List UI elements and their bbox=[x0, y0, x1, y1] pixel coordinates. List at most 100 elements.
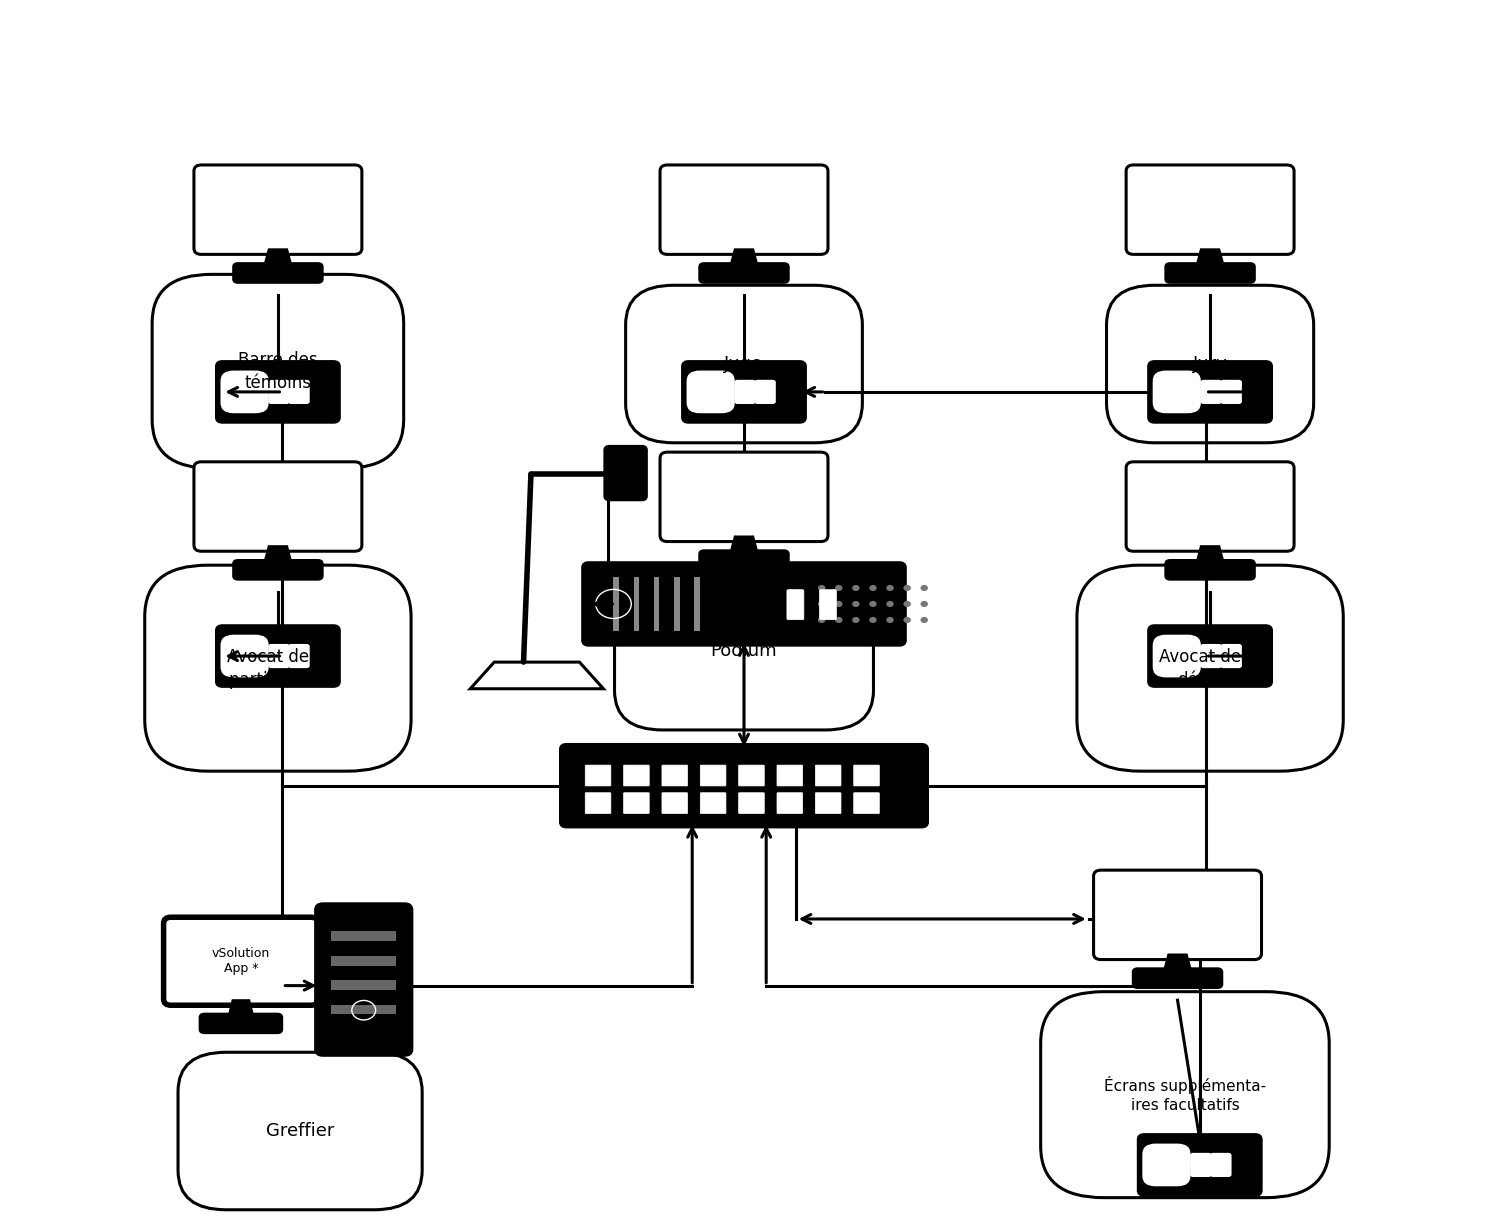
Polygon shape bbox=[1195, 545, 1225, 564]
FancyBboxPatch shape bbox=[623, 765, 649, 786]
FancyBboxPatch shape bbox=[735, 379, 756, 404]
FancyBboxPatch shape bbox=[662, 793, 687, 814]
FancyBboxPatch shape bbox=[216, 361, 339, 422]
FancyBboxPatch shape bbox=[686, 371, 735, 414]
Circle shape bbox=[903, 584, 911, 590]
Circle shape bbox=[853, 601, 860, 608]
FancyBboxPatch shape bbox=[198, 1013, 283, 1035]
FancyBboxPatch shape bbox=[561, 744, 927, 827]
FancyBboxPatch shape bbox=[220, 634, 269, 677]
Polygon shape bbox=[729, 536, 759, 554]
FancyBboxPatch shape bbox=[289, 379, 310, 404]
Bar bbox=[653, 577, 659, 631]
FancyBboxPatch shape bbox=[738, 765, 765, 786]
Text: Avocat de la
défense: Avocat de la défense bbox=[1159, 648, 1262, 688]
FancyBboxPatch shape bbox=[815, 765, 841, 786]
FancyBboxPatch shape bbox=[583, 562, 905, 645]
Bar bbox=[674, 577, 680, 631]
FancyBboxPatch shape bbox=[815, 793, 841, 814]
Circle shape bbox=[903, 617, 911, 623]
Text: Greffier: Greffier bbox=[266, 1122, 335, 1139]
Text: Écrans supplémenta-
ires facultatifs: Écrans supplémenta- ires facultatifs bbox=[1104, 1076, 1266, 1114]
FancyBboxPatch shape bbox=[1107, 285, 1314, 443]
FancyBboxPatch shape bbox=[1164, 559, 1256, 581]
Text: Barre des
témoins: Barre des témoins bbox=[238, 351, 318, 392]
FancyBboxPatch shape bbox=[1077, 565, 1344, 771]
Circle shape bbox=[818, 584, 826, 590]
FancyBboxPatch shape bbox=[144, 565, 411, 771]
FancyBboxPatch shape bbox=[1201, 379, 1222, 404]
Circle shape bbox=[818, 601, 826, 608]
FancyBboxPatch shape bbox=[1153, 634, 1201, 677]
FancyBboxPatch shape bbox=[585, 793, 612, 814]
Circle shape bbox=[903, 601, 911, 608]
FancyBboxPatch shape bbox=[1149, 626, 1272, 687]
FancyBboxPatch shape bbox=[698, 549, 790, 571]
FancyBboxPatch shape bbox=[268, 379, 290, 404]
Circle shape bbox=[835, 601, 842, 608]
FancyBboxPatch shape bbox=[1126, 462, 1295, 551]
Circle shape bbox=[835, 584, 842, 590]
FancyBboxPatch shape bbox=[854, 793, 879, 814]
FancyBboxPatch shape bbox=[1040, 992, 1329, 1198]
FancyBboxPatch shape bbox=[738, 793, 765, 814]
FancyBboxPatch shape bbox=[268, 644, 290, 669]
FancyBboxPatch shape bbox=[1153, 371, 1201, 414]
Circle shape bbox=[869, 617, 876, 623]
Circle shape bbox=[887, 584, 894, 590]
FancyBboxPatch shape bbox=[164, 917, 318, 1005]
Circle shape bbox=[887, 617, 894, 623]
Text: Avocat de la
partie civile: Avocat de la partie civile bbox=[226, 648, 329, 688]
FancyBboxPatch shape bbox=[606, 447, 646, 500]
Polygon shape bbox=[263, 249, 293, 267]
FancyBboxPatch shape bbox=[615, 572, 873, 730]
Circle shape bbox=[869, 601, 876, 608]
FancyBboxPatch shape bbox=[1149, 361, 1272, 422]
FancyBboxPatch shape bbox=[1164, 262, 1256, 284]
FancyBboxPatch shape bbox=[698, 262, 790, 284]
FancyBboxPatch shape bbox=[585, 765, 612, 786]
Bar bbox=[332, 980, 396, 989]
Text: Podium: Podium bbox=[711, 642, 777, 660]
FancyBboxPatch shape bbox=[777, 793, 802, 814]
Polygon shape bbox=[470, 662, 604, 689]
FancyBboxPatch shape bbox=[1143, 1143, 1190, 1186]
Bar bbox=[613, 577, 619, 631]
Polygon shape bbox=[228, 999, 254, 1017]
FancyBboxPatch shape bbox=[701, 793, 726, 814]
Text: vSolution
App *: vSolution App * bbox=[211, 947, 269, 975]
FancyBboxPatch shape bbox=[854, 765, 879, 786]
FancyBboxPatch shape bbox=[625, 285, 863, 443]
Circle shape bbox=[869, 584, 876, 590]
Bar bbox=[332, 956, 396, 965]
FancyBboxPatch shape bbox=[1126, 165, 1295, 255]
FancyBboxPatch shape bbox=[662, 765, 687, 786]
FancyBboxPatch shape bbox=[623, 793, 649, 814]
Circle shape bbox=[887, 601, 894, 608]
Text: Jury: Jury bbox=[1193, 355, 1228, 373]
FancyBboxPatch shape bbox=[1220, 644, 1242, 669]
Circle shape bbox=[818, 617, 826, 623]
FancyBboxPatch shape bbox=[289, 644, 310, 669]
Bar bbox=[634, 577, 640, 631]
FancyBboxPatch shape bbox=[1201, 644, 1222, 669]
FancyBboxPatch shape bbox=[1210, 1153, 1232, 1177]
FancyBboxPatch shape bbox=[787, 589, 804, 620]
Text: Juge: Juge bbox=[725, 355, 763, 373]
FancyBboxPatch shape bbox=[315, 904, 412, 1055]
FancyBboxPatch shape bbox=[661, 165, 827, 255]
Bar bbox=[695, 577, 699, 631]
Polygon shape bbox=[263, 545, 293, 564]
Circle shape bbox=[835, 617, 842, 623]
FancyBboxPatch shape bbox=[1220, 379, 1242, 404]
Polygon shape bbox=[1162, 954, 1192, 972]
FancyBboxPatch shape bbox=[683, 361, 805, 422]
FancyBboxPatch shape bbox=[193, 462, 362, 551]
FancyBboxPatch shape bbox=[179, 1053, 423, 1210]
FancyBboxPatch shape bbox=[754, 379, 775, 404]
FancyBboxPatch shape bbox=[232, 262, 324, 284]
Circle shape bbox=[853, 584, 860, 590]
FancyBboxPatch shape bbox=[820, 589, 836, 620]
Bar bbox=[332, 1004, 396, 1014]
FancyBboxPatch shape bbox=[1138, 1135, 1262, 1196]
